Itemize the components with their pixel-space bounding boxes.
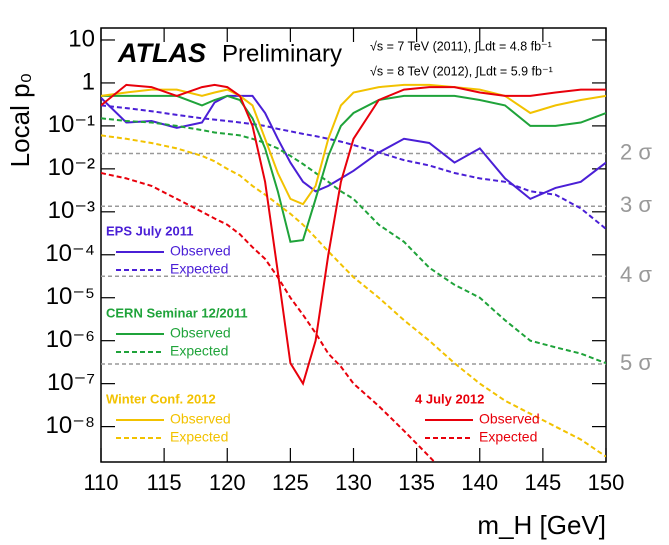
legend-label: Expected [170, 261, 228, 277]
annotation: √s = 8 TeV (2012), ∫Ldt = 5.9 fb⁻¹ [370, 64, 553, 78]
y-tick-label: 10⁻² [48, 154, 95, 181]
series-line [101, 94, 606, 243]
chart-subtitle: Preliminary [222, 40, 342, 67]
y-tick-label: 10⁻⁷ [47, 369, 95, 396]
legend-label: Observed [170, 411, 231, 427]
legend-label: Expected [170, 429, 228, 445]
y-tick-label: 10 [68, 25, 95, 52]
x-tick-label: 115 [147, 470, 182, 495]
legend-label: Observed [479, 411, 540, 427]
x-tick-label: 145 [525, 470, 562, 495]
sigma-label: 4 σ [620, 262, 652, 287]
x-axis-label: m_H [GeV] [477, 510, 606, 540]
sigma-label: 3 σ [620, 192, 652, 217]
series-line [101, 172, 436, 462]
x-tick-label: 110 [83, 470, 118, 495]
legend-label: Observed [170, 243, 231, 259]
sigma-label: 2 σ [620, 139, 652, 164]
legend-title: EPS July 2011 [106, 223, 193, 238]
legend-title: CERN Seminar 12/2011 [106, 305, 248, 320]
series-line [101, 104, 606, 230]
chart-title: ATLAS [117, 38, 206, 68]
series-line [101, 83, 606, 206]
sigma-label: 5 σ [620, 350, 652, 375]
y-tick-label: 1 [82, 68, 95, 95]
legend-label: Observed [170, 325, 231, 341]
series-line [101, 134, 606, 458]
series-line [101, 117, 606, 365]
y-tick-label: 10⁻¹ [48, 111, 95, 138]
y-tick-label: 10⁻⁶ [46, 326, 95, 353]
x-tick-label: 120 [209, 470, 246, 495]
y-tick-label: 10⁻⁵ [46, 283, 95, 310]
series-line [101, 94, 606, 201]
y-axis-label: Local p₀ [5, 73, 35, 168]
legend-label: Expected [479, 429, 537, 445]
x-tick-label: 135 [398, 470, 435, 495]
y-tick-label: 10⁻⁴ [45, 240, 95, 267]
legend-title: Winter Conf. 2012 [106, 391, 216, 406]
x-tick-label: 125 [272, 470, 309, 495]
legend-label: Expected [170, 343, 228, 359]
series-line [101, 83, 606, 387]
plot-lines [101, 83, 606, 462]
legend-title: 4 July 2012 [415, 391, 484, 406]
y-tick-label: 10⁻³ [48, 197, 95, 224]
x-tick-label: 150 [588, 470, 625, 495]
annotation: √s = 7 TeV (2011), ∫Ldt = 4.8 fb⁻¹ [370, 39, 552, 53]
x-tick-label: 130 [335, 470, 372, 495]
x-tick-label: 140 [461, 470, 498, 495]
y-tick-label: 10⁻⁸ [46, 412, 96, 439]
